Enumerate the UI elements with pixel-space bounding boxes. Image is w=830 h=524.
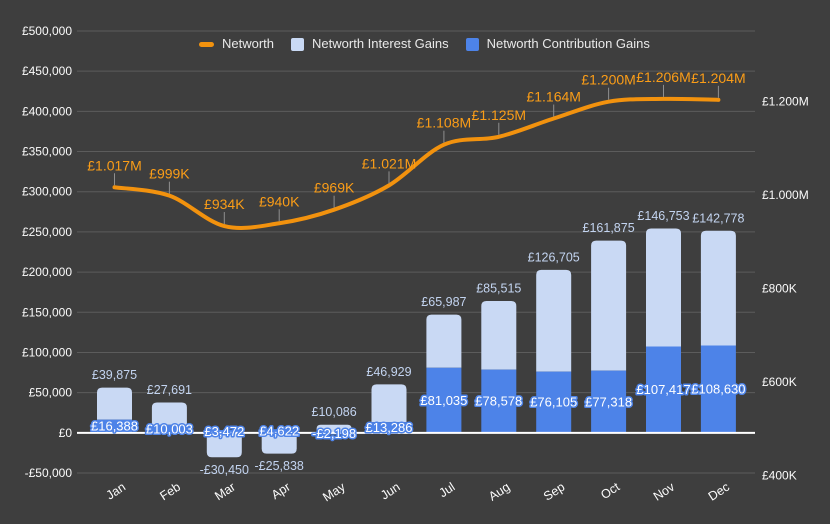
legend-item-interest-gains[interactable]: Networth Interest Gains	[291, 36, 449, 52]
x-axis-label-Jul: Jul	[437, 480, 458, 500]
bar-segment-interest-Jun[interactable]	[371, 384, 407, 423]
legend-label-interest-gains: Networth Interest Gains	[312, 36, 449, 51]
interest-annotation-Jun: £46,929	[366, 365, 411, 379]
networth-annotation-Jun: £1.021M	[362, 155, 416, 171]
networth-annotation-Nov: £1.206M	[636, 69, 690, 85]
right-axis-tick-label: £1.000M	[762, 188, 809, 202]
interest-annotation-Sep: £126,705	[528, 250, 580, 264]
x-axis-label-Jun: Jun	[378, 480, 403, 503]
contribution-annotation-Dec: £108,630	[691, 382, 745, 397]
interest-annotation-Apr: -£25,838	[255, 459, 304, 473]
left-axis-tick-label: £50,000	[29, 386, 73, 400]
bar-segment-contribution-Aug[interactable]	[481, 369, 517, 433]
bar-segment-contribution-Feb[interactable]	[151, 424, 187, 433]
x-axis-label-Jan: Jan	[104, 480, 129, 503]
bar-segment-interest-Mar[interactable]	[206, 432, 242, 458]
interest-annotation-Jan: £39,875	[92, 368, 137, 382]
bar-segment-contribution-Jul[interactable]	[426, 367, 462, 433]
contribution-annotation-Jul: £81,035	[420, 393, 467, 408]
x-axis-label-Mar: Mar	[212, 480, 238, 503]
x-axis-label-Apr: Apr	[269, 480, 293, 502]
networth-annotation-Oct: £1.200M	[581, 72, 635, 88]
right-axis-tick-label: £400K	[762, 469, 797, 483]
left-axis-tick-label: £0	[59, 426, 73, 440]
interest-gains-swatch-icon	[291, 37, 305, 51]
right-axis-tick-label: £1.200M	[762, 95, 809, 109]
left-axis-tick-label: -£50,000	[25, 466, 73, 480]
contribution-annotation-Mar: £3,472	[204, 424, 244, 439]
interest-annotation-Dec: £142,778	[692, 211, 744, 225]
left-axis-tick-label: £300,000	[22, 185, 72, 199]
contribution-annotation-Nov: £107,417	[636, 382, 690, 397]
x-axis-label-May: May	[320, 479, 348, 504]
bar-segment-interest-Apr[interactable]	[261, 432, 297, 454]
legend-item-contribution-gains[interactable]: Networth Contribution Gains	[465, 36, 650, 52]
contribution-gains-swatch-icon	[465, 37, 479, 51]
interest-annotation-Aug: £85,515	[476, 281, 521, 295]
networth-line[interactable]	[112, 96, 721, 230]
networth-annotation-Apr: £940K	[259, 193, 300, 209]
networth-line-swatch-icon	[199, 41, 214, 47]
x-axis-label-Aug: Aug	[486, 480, 512, 504]
legend-label-contribution-gains: Networth Contribution Gains	[486, 36, 650, 51]
networth-annotation-Sep: £1.164M	[526, 89, 580, 105]
bar-segment-interest-Feb[interactable]	[151, 402, 187, 425]
interest-annotation-May: £10,086	[312, 405, 357, 419]
networth-annotation-Jan: £1.017M	[87, 157, 141, 173]
x-axis-label-Oct: Oct	[598, 479, 622, 502]
networth-annotation-Mar: £934K	[204, 196, 245, 212]
bar-segment-interest-Dec[interactable]	[700, 230, 736, 346]
x-axis-label-Dec: Dec	[706, 480, 732, 504]
left-axis-tick-label: £350,000	[22, 145, 72, 159]
contribution-annotation-Feb: £10,003	[146, 421, 193, 436]
chart-legend: Networth Networth Interest Gains Networt…	[199, 36, 650, 52]
left-axis-tick-label: £400,000	[22, 104, 72, 118]
interest-annotation-Oct: £161,875	[583, 221, 635, 235]
networth-annotation-Aug: £1.125M	[472, 107, 526, 123]
networth-annotation-Jul: £1.108M	[417, 115, 471, 131]
left-axis-tick-label: £500,000	[22, 24, 72, 38]
interest-annotation-Nov: £146,753	[637, 209, 689, 223]
x-axis-label-Sep: Sep	[541, 480, 567, 504]
contribution-annotation-Sep: £76,105	[530, 395, 577, 410]
bar-segment-contribution-Oct[interactable]	[591, 370, 627, 433]
interest-annotation-Jul: £65,987	[421, 295, 466, 309]
bar-segment-contribution-Jun[interactable]	[371, 422, 407, 433]
bar-segment-interest-Oct[interactable]	[591, 240, 627, 371]
left-axis-tick-label: £150,000	[22, 305, 72, 319]
contribution-annotation-Jan: £16,388	[91, 419, 138, 434]
right-axis-tick-label: £800K	[762, 282, 797, 296]
bar-segment-interest-Nov[interactable]	[646, 228, 681, 347]
legend-label-networth: Networth	[222, 36, 275, 51]
bar-segment-interest-Sep[interactable]	[536, 269, 572, 372]
bar-segment-contribution-Jan[interactable]	[97, 419, 132, 433]
networth-annotation-May: £969K	[314, 180, 355, 196]
bar-segment-interest-Aug[interactable]	[481, 300, 517, 370]
bar-segment-interest-May[interactable]	[316, 424, 352, 433]
interest-annotation-Feb: £27,691	[147, 383, 192, 397]
bar-segment-contribution-Dec[interactable]	[700, 345, 736, 433]
left-axis-tick-label: £200,000	[22, 265, 72, 279]
left-axis-tick-label: £100,000	[22, 345, 72, 359]
contribution-annotation-May: -£2,198	[312, 426, 356, 441]
contribution-annotation-Jun: £13,286	[366, 420, 413, 435]
x-axis-label-Nov: Nov	[651, 479, 678, 503]
networth-annotation-Feb: £999K	[149, 166, 190, 182]
bar-segment-interest-Jul[interactable]	[426, 314, 462, 368]
left-axis-tick-label: £250,000	[22, 225, 72, 239]
bar-segment-contribution-Nov[interactable]	[646, 346, 681, 433]
left-axis-tick-label: £450,000	[22, 64, 72, 78]
contribution-annotation-Apr: £4,622	[259, 423, 299, 438]
right-axis-tick-label: £600K	[762, 375, 797, 389]
interest-annotation-Mar: -£30,450	[200, 463, 249, 477]
bar-segment-contribution-Sep[interactable]	[536, 371, 572, 433]
bar-segment-interest-Jan[interactable]	[97, 387, 132, 420]
x-axis-label-Feb: Feb	[157, 480, 183, 503]
contribution-annotation-Aug: £78,578	[475, 394, 522, 409]
legend-item-networth[interactable]: Networth	[199, 36, 274, 52]
contribution-annotation-Oct: £77,318	[585, 394, 632, 409]
networth-annotation-Dec: £1.204M	[691, 70, 745, 86]
